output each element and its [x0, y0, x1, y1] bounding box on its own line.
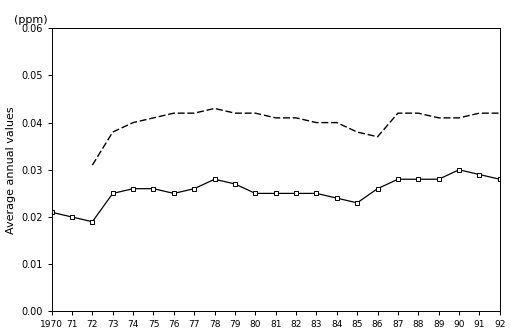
- Text: (ppm): (ppm): [14, 15, 47, 25]
- Y-axis label: Average annual values: Average annual values: [6, 106, 15, 233]
